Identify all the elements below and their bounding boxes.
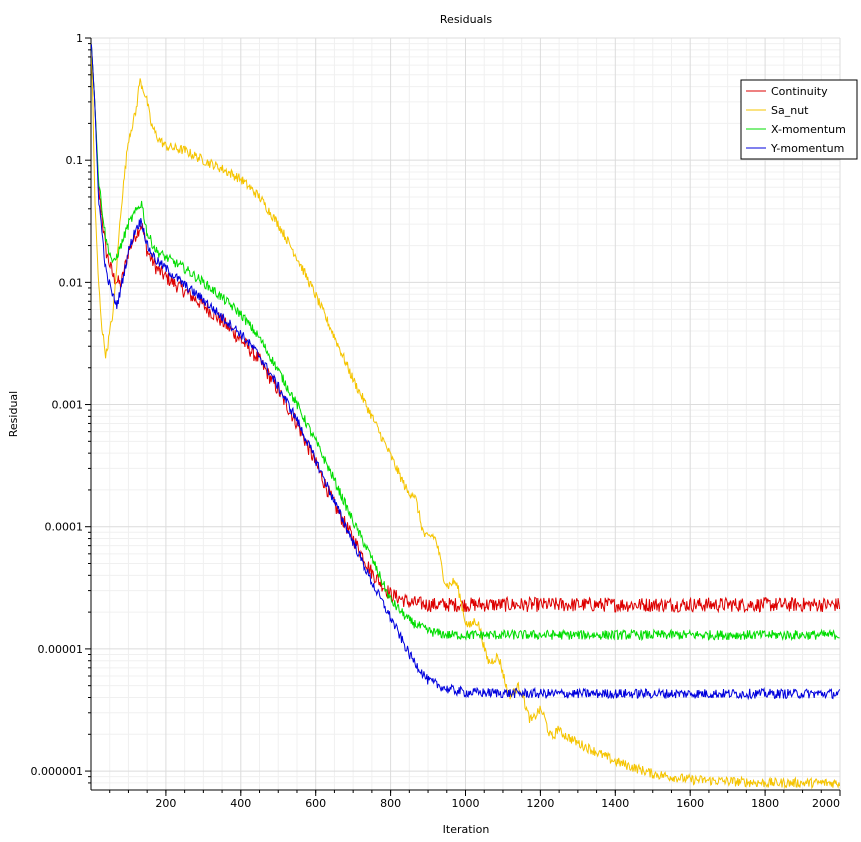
x-tick-label: 1400 [601,797,629,810]
x-tick-label: 200 [155,797,176,810]
y-tick-label: 0.1 [66,154,84,167]
y-tick-label: 0.00001 [38,643,84,656]
legend-label-sa-nut: Sa_nut [771,104,809,117]
y-tick-label: 0.01 [59,276,84,289]
x-tick-label: 800 [380,797,401,810]
x-axis-label: Iteration [443,823,490,836]
x-tick-label: 400 [230,797,251,810]
x-tick-label: 1800 [751,797,779,810]
legend-label-y-momentum: Y-momentum [770,142,844,155]
y-tick-label: 0.001 [52,399,84,412]
legend-label-x-momentum: X-momentum [771,123,846,136]
x-tick-label: 1600 [676,797,704,810]
series-line-sa-nut [91,50,840,790]
chart-title: Residuals [440,13,492,26]
legend-box [740,79,858,160]
legend: Continuity Sa_nut X-momentum Y-momentum [740,79,858,160]
axes: 200 400 600 800 1000 1200 1400 1600 1800 2000 1 0.1… [31,32,841,810]
x-tick-label: 2000 [812,797,840,810]
series-line-x-momentum [91,44,840,642]
x-tick-label: 1000 [452,797,480,810]
series-group [91,44,840,790]
y-tick-label: 0.0001 [45,521,84,534]
series-line-y-momentum [91,44,840,701]
x-tick-label: 600 [305,797,326,810]
y-axis-label: Residual [7,391,20,437]
y-tick-label: 1 [76,32,83,45]
x-tick-label: 1200 [526,797,554,810]
y-tick-label: 0.000001 [31,765,84,778]
grid [91,37,841,790]
legend-label-continuity: Continuity [771,85,828,98]
series-line-continuity [91,44,840,614]
